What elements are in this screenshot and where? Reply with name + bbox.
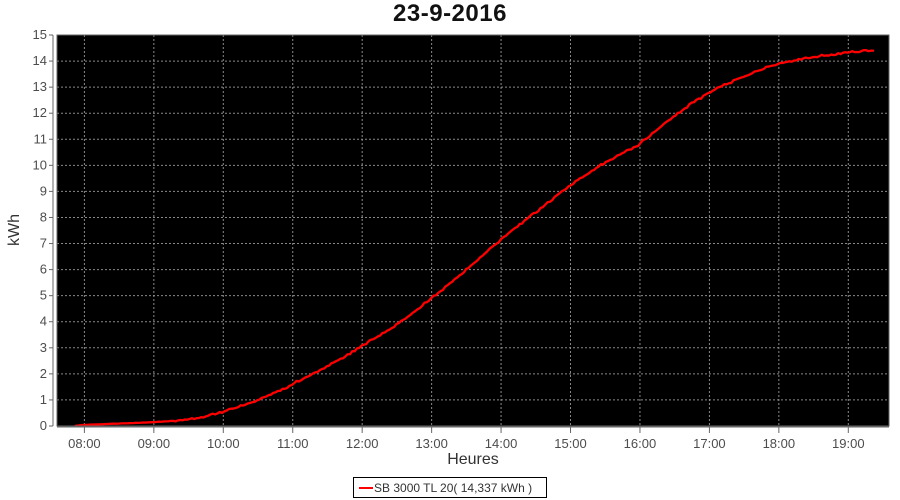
svg-text:18:00: 18:00: [763, 436, 796, 451]
svg-text:0: 0: [40, 418, 47, 433]
svg-text:12:00: 12:00: [346, 436, 379, 451]
svg-text:10: 10: [33, 157, 47, 172]
svg-text:14:00: 14:00: [485, 436, 518, 451]
svg-text:13:00: 13:00: [415, 436, 448, 451]
svg-text:8: 8: [40, 209, 47, 224]
svg-text:3: 3: [40, 340, 47, 355]
svg-text:2: 2: [40, 366, 47, 381]
svg-text:6: 6: [40, 262, 47, 277]
svg-text:14: 14: [33, 53, 47, 68]
svg-text:16:00: 16:00: [624, 436, 657, 451]
svg-text:11:00: 11:00: [277, 436, 309, 451]
svg-text:7: 7: [40, 236, 47, 251]
svg-text:19:00: 19:00: [832, 436, 865, 451]
svg-text:10:00: 10:00: [207, 436, 240, 451]
svg-text:12: 12: [33, 105, 47, 120]
svg-text:4: 4: [40, 314, 47, 329]
svg-text:13: 13: [33, 79, 47, 94]
svg-text:11: 11: [34, 131, 48, 146]
svg-text:09:00: 09:00: [138, 436, 171, 451]
svg-text:17:00: 17:00: [693, 436, 726, 451]
svg-text:08:00: 08:00: [68, 436, 101, 451]
svg-text:9: 9: [40, 183, 47, 198]
svg-text:15: 15: [33, 27, 47, 42]
svg-text:15:00: 15:00: [554, 436, 587, 451]
svg-text:1: 1: [40, 392, 47, 407]
svg-text:5: 5: [40, 288, 47, 303]
